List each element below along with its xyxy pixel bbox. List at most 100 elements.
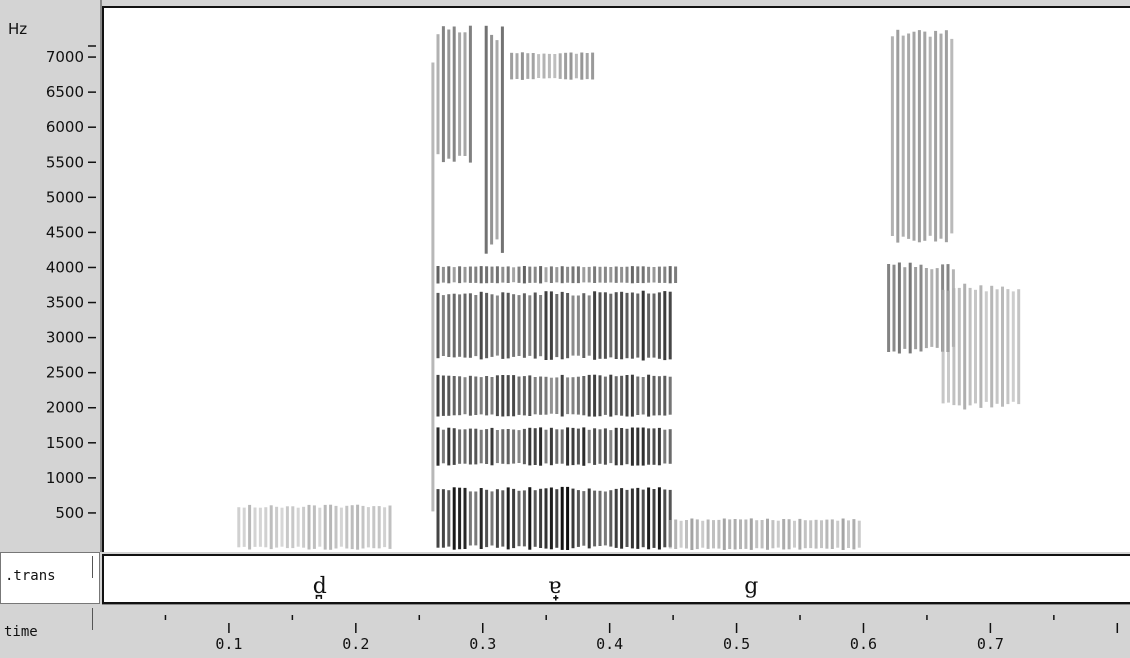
energy-striation [441, 266, 445, 283]
y-tick: 2500 [46, 364, 96, 382]
energy-striation [890, 36, 894, 236]
energy-striation [722, 518, 726, 550]
energy-striation [968, 287, 972, 406]
segment-label[interactable]: d̪ [312, 574, 327, 599]
energy-striation [668, 520, 672, 549]
y-tick-label: 1500 [46, 434, 84, 452]
energy-striation [576, 490, 580, 547]
energy-striation [542, 53, 546, 79]
energy-striation [544, 488, 548, 549]
trans-tier[interactable]: d̪ ɐ̟ g [102, 554, 1130, 604]
x-tick-label: 0.4 [596, 635, 623, 653]
energy-striation [468, 25, 472, 163]
energy-striation [939, 33, 943, 239]
energy-striation [528, 295, 532, 356]
energy-striation [515, 53, 519, 79]
energy-striation [452, 487, 456, 550]
energy-striation [436, 489, 440, 548]
y-tick-label: 2500 [46, 364, 84, 382]
energy-striation [593, 490, 597, 547]
energy-striation [636, 376, 640, 415]
energy-striation [701, 520, 705, 548]
energy-striation [468, 266, 472, 283]
energy-striation [636, 293, 640, 358]
energy-striation [506, 429, 510, 465]
frequency-axis-svg: 500 1000 1500 2000 2500 3000 3500 4000 4500 5000 5… [46, 45, 96, 522]
energy-striation [593, 374, 597, 417]
energy-striation [522, 293, 526, 358]
energy-striation [436, 427, 440, 466]
energy-striation [652, 375, 656, 416]
energy-striation [620, 266, 624, 283]
energy-striation [630, 427, 634, 466]
energy-striation [755, 520, 759, 549]
energy-striation [652, 428, 656, 465]
energy-striation [935, 268, 939, 348]
energy-striation [544, 429, 548, 464]
energy-striation [930, 269, 934, 347]
energy-striation [549, 487, 553, 550]
energy-striation [782, 519, 786, 550]
hz-unit-label: Hz [8, 20, 28, 38]
trans-tier-label: .trans [0, 552, 100, 604]
energy-striation [776, 520, 780, 548]
y-tick: 6500 [46, 83, 96, 101]
energy-striation [539, 266, 543, 284]
spectrogram-plot[interactable] [104, 8, 1130, 554]
x-tick-label: 0.7 [977, 635, 1004, 653]
spectrogram-panel[interactable] [102, 6, 1130, 552]
energy-region [436, 266, 678, 284]
energy-striation [539, 427, 543, 466]
energy-striation [350, 505, 354, 550]
energy-striation [506, 266, 510, 283]
energy-striation [847, 520, 850, 548]
energy-striation [520, 52, 524, 80]
energy-striation [555, 489, 559, 548]
y-tick-label: 1000 [46, 469, 84, 487]
energy-striation [484, 25, 488, 254]
energy-striation [636, 266, 640, 283]
x-tick-label: 0.3 [469, 635, 496, 653]
energy-striation [566, 427, 570, 466]
energy-striation [258, 507, 262, 547]
energy-striation [553, 54, 557, 79]
energy-striation [526, 53, 530, 79]
energy-striation [452, 376, 456, 416]
energy-striation [447, 266, 451, 284]
energy-striation [264, 507, 268, 548]
energy-striation [609, 293, 613, 358]
energy-striation [620, 375, 624, 416]
energy-striation [269, 505, 273, 550]
energy-striation [533, 292, 537, 359]
energy-striation [522, 490, 526, 547]
energy-striation [544, 291, 548, 360]
energy-striation [474, 376, 478, 415]
energy-striation [576, 376, 580, 415]
energy-striation [237, 507, 241, 548]
energy-striation [990, 285, 994, 408]
energy-striation [441, 429, 445, 464]
energy-striation [474, 428, 478, 465]
energy-striation [533, 377, 537, 415]
energy-striation [582, 267, 586, 283]
energy-striation [458, 266, 462, 284]
energy-striation [463, 487, 467, 549]
energy-striation [587, 429, 591, 464]
energy-striation [447, 375, 451, 416]
energy-striation [506, 292, 510, 359]
y-tick: 500 [55, 504, 96, 522]
energy-striation [377, 506, 381, 549]
energy-striation [571, 377, 575, 415]
energy-striation [603, 491, 607, 546]
energy-striation [1001, 286, 1004, 407]
energy-striation [547, 53, 551, 79]
energy-striation [614, 266, 618, 283]
energy-region [436, 25, 472, 163]
energy-striation [814, 519, 818, 549]
x-tick-label: 0.6 [850, 635, 877, 653]
y-tick-label: 6500 [46, 83, 84, 101]
energy-striation [312, 505, 316, 549]
energy-striation [679, 520, 683, 548]
segment-label[interactable]: g [744, 574, 759, 599]
segment-label[interactable]: ɐ̟ [547, 574, 562, 599]
